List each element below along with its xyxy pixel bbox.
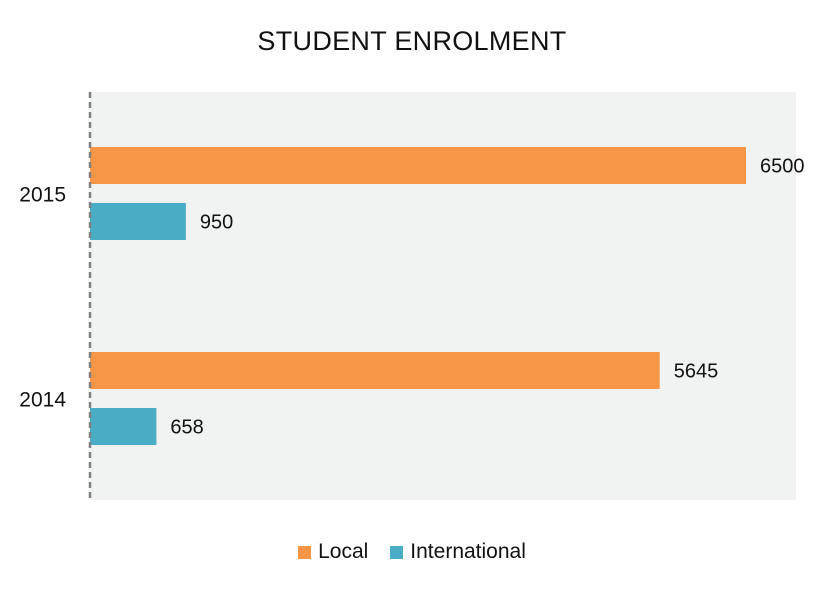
category-label-2015: 2015	[19, 184, 66, 207]
bar-local-2014	[90, 352, 660, 389]
legend-item-international: International	[390, 540, 526, 564]
bar-international-2014	[90, 408, 157, 445]
data-label-local-2014: 5645	[674, 361, 719, 383]
bar-international-2015	[90, 203, 186, 240]
data-label-local-2015: 6500	[760, 156, 805, 178]
legend-swatch-local	[298, 545, 312, 559]
legend: Local International	[0, 540, 824, 564]
legend-swatch-international	[390, 545, 404, 559]
legend-label-local: Local	[318, 540, 369, 563]
data-label-international-2015: 950	[200, 212, 233, 234]
legend-item-local: Local	[298, 540, 368, 564]
chart-title: STUDENT ENROLMENT	[257, 26, 567, 56]
bar-local-2015	[90, 147, 746, 184]
legend-label-international: International	[410, 540, 526, 563]
category-label-2014: 2014	[19, 389, 66, 412]
data-label-international-2014: 658	[170, 417, 203, 439]
